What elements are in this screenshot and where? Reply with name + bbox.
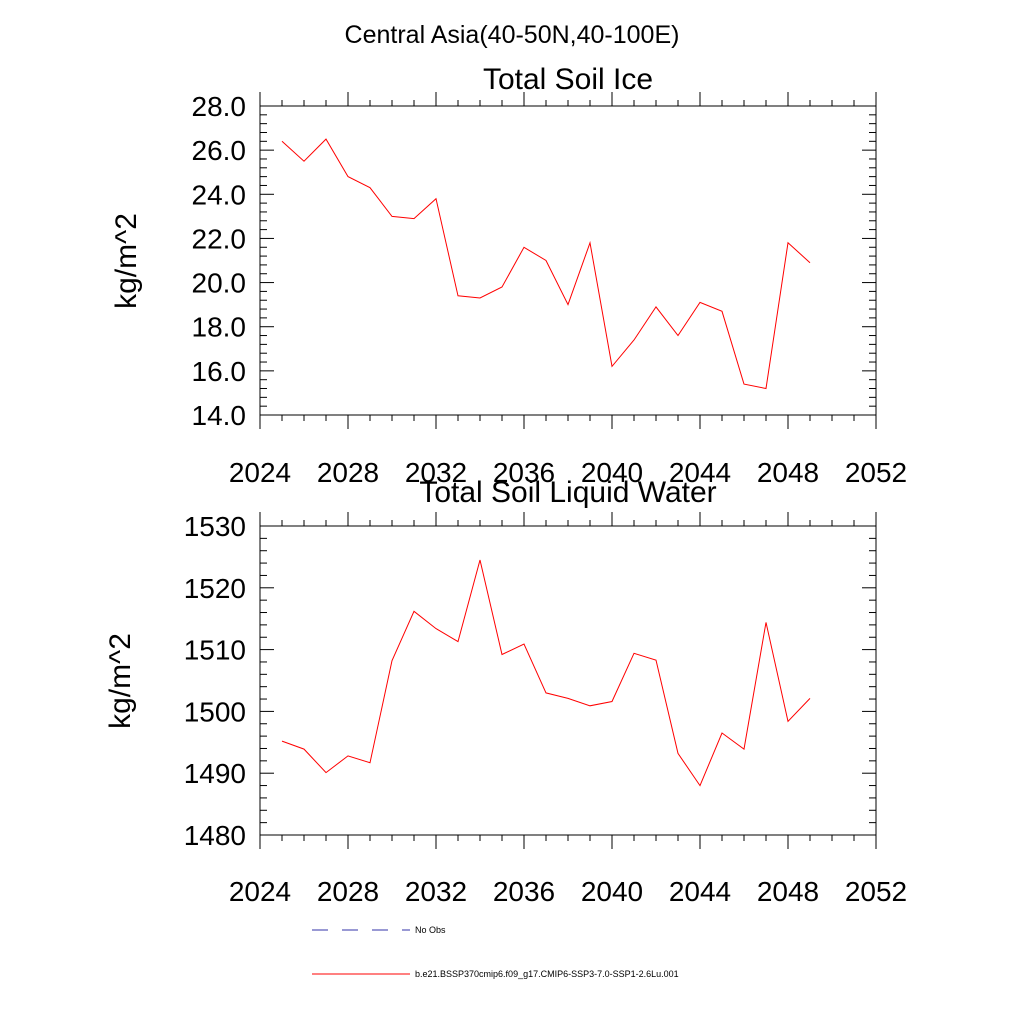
y-tick-label: 22.0 — [192, 223, 247, 254]
plot-frame — [259, 105, 877, 416]
plot-title: Total Soil Ice — [483, 63, 653, 96]
series-group — [281, 559, 811, 787]
y-tick-label: 28.0 — [192, 91, 247, 122]
x-tick-label: 2028 — [317, 457, 379, 488]
axes — [259, 525, 877, 836]
series-group — [281, 138, 811, 390]
x-tick-label: 2024 — [229, 876, 291, 907]
y-axis-label: kg/m^2 — [110, 213, 143, 309]
x-tick-label: 2028 — [317, 876, 379, 907]
y-tick-label: 16.0 — [192, 356, 247, 387]
y-tick-label: 14.0 — [192, 400, 247, 431]
legend-label-simulation: b.e21.BSSP370cmip6.f09_g17.CMIP6-SSP3-7.… — [415, 969, 679, 979]
y-tick-label: 1520 — [184, 573, 246, 604]
legend-label-no-obs: No Obs — [415, 925, 446, 935]
plot-title: Total Soil Liquid Water — [419, 476, 716, 509]
x-tick-label: 2032 — [405, 876, 467, 907]
x-tick-label: 2048 — [757, 457, 819, 488]
x-tick-label: 2024 — [229, 457, 291, 488]
y-tick-label: 1480 — [184, 820, 246, 851]
x-tick-label: 2044 — [669, 457, 731, 488]
x-tick-label: 2052 — [845, 457, 907, 488]
tick-labels: 2024 2028 2032 2036 2040 2044 2048 2052 1480 1490… — [184, 511, 907, 907]
x-tick-label: 2036 — [493, 457, 555, 488]
x-tick-label: 2048 — [757, 876, 819, 907]
plot-frame — [259, 525, 877, 836]
y-tick-label: 1490 — [184, 758, 246, 789]
y-tick-label: 20.0 — [192, 268, 247, 299]
x-tick-label: 2032 — [405, 457, 467, 488]
ticks — [259, 512, 877, 849]
y-tick-label: 1530 — [184, 511, 246, 542]
figure-title: Central Asia(40-50N,40-100E) — [345, 21, 680, 49]
y-tick-label: 26.0 — [192, 135, 247, 166]
x-tick-label: 2052 — [845, 876, 907, 907]
x-tick-label: 2040 — [581, 876, 643, 907]
legend: No Obs b.e21.BSSP370cmip6.f09_g17.CMIP6-… — [312, 925, 679, 979]
y-tick-label: 1500 — [184, 696, 246, 727]
x-tick-label: 2044 — [669, 876, 731, 907]
y-tick-label: 1510 — [184, 635, 246, 666]
panel-total-soil-ice: Total Soil Ice kg/m^2 2024 2028 2032 2036 20… — [110, 63, 907, 488]
series-line — [281, 559, 811, 787]
y-tick-label: 18.0 — [192, 312, 247, 343]
y-axis-label: kg/m^2 — [104, 633, 137, 729]
series-line — [281, 138, 811, 390]
ticks — [259, 92, 877, 429]
tick-labels: 2024 2028 2032 2036 2040 2044 2048 2052 14.0 16.0… — [192, 91, 908, 488]
x-tick-label: 2036 — [493, 876, 555, 907]
y-tick-label: 24.0 — [192, 179, 247, 210]
axes — [259, 105, 877, 416]
x-tick-label: 2040 — [581, 457, 643, 488]
panel-total-soil-liquid-water: Total Soil Liquid Water kg/m^2 2024 2028 2… — [104, 476, 907, 907]
